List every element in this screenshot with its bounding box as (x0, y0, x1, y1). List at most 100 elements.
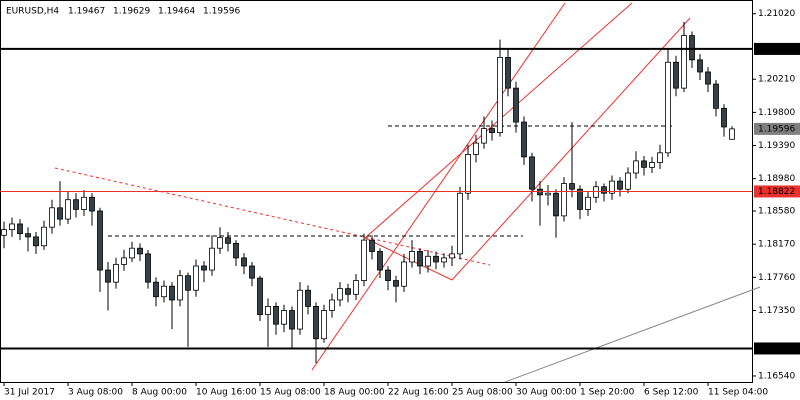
candle (553, 189, 559, 238)
candle-body (217, 237, 223, 249)
candle-body (73, 199, 79, 210)
candle-body (129, 247, 135, 259)
candle-body (665, 61, 671, 154)
candle-body (257, 277, 263, 315)
x-tick-label: 6 Sep 12:00 (644, 388, 699, 398)
candle (281, 304, 287, 333)
candle (105, 261, 111, 311)
candle (505, 49, 511, 97)
candle-body (9, 223, 15, 231)
candle (169, 282, 175, 330)
candle (625, 167, 631, 194)
candle (233, 240, 239, 266)
candle-body (585, 196, 591, 210)
candle-body (625, 172, 631, 190)
x-tick-label: 25 Aug 08:00 (452, 388, 513, 398)
candle (89, 193, 95, 226)
candle-body (265, 306, 271, 315)
candle (305, 285, 311, 315)
ohlc-low: 1.19464 (158, 7, 195, 17)
candle (41, 220, 47, 250)
candle (681, 21, 687, 93)
candle (33, 232, 39, 254)
candle-body (297, 289, 303, 330)
candle-body (673, 61, 679, 89)
candle-body (105, 269, 111, 283)
candle (193, 259, 199, 297)
candle-body (409, 251, 415, 263)
candle-body (89, 196, 95, 212)
candle-body (457, 192, 463, 255)
candle (257, 275, 263, 321)
y-tick-label: 1.16540 (758, 371, 795, 381)
candle-body (513, 87, 519, 123)
candle (9, 217, 15, 237)
candle (417, 248, 423, 275)
candle (585, 191, 591, 216)
candle-body (121, 257, 127, 265)
candle-body (1, 229, 7, 236)
candle (569, 122, 575, 198)
candle (673, 55, 679, 97)
candle-body (161, 285, 167, 298)
ohlc-open: 1.19467 (68, 7, 105, 17)
candle-body (185, 275, 191, 291)
candle-body (97, 210, 103, 271)
candle-body (241, 257, 247, 267)
candle-body (681, 35, 687, 89)
candle (561, 177, 567, 222)
candle-body (169, 285, 175, 301)
candle (161, 280, 167, 303)
candle (729, 126, 735, 140)
candle-body (369, 239, 375, 252)
candle-body (17, 223, 23, 235)
x-tick-label: 11 Sep 04:00 (708, 388, 768, 398)
candle-body (577, 188, 583, 210)
candle-body (433, 255, 439, 263)
candle-body (697, 59, 703, 73)
candle-body (713, 83, 719, 109)
candle (441, 253, 447, 268)
level-tag (754, 42, 800, 55)
x-tick-label: 1 Sep 20:00 (580, 388, 635, 398)
candle-body (137, 247, 143, 255)
candle-body (233, 242, 239, 259)
candle-body (449, 253, 455, 259)
candle (657, 144, 663, 169)
candle-body (249, 265, 255, 279)
candle-body (633, 160, 639, 174)
candle (337, 282, 343, 307)
candle-body (65, 199, 71, 220)
x-tick-label: 10 Aug 16:00 (196, 388, 257, 398)
candle-body (81, 196, 87, 210)
candle (353, 274, 359, 300)
candle (601, 183, 607, 202)
candle-body (489, 128, 495, 133)
candle (241, 253, 247, 275)
candle-body (345, 288, 351, 295)
y-tick-label: 1.18580 (758, 207, 795, 217)
level-tag (754, 342, 800, 355)
candle-body (281, 310, 287, 325)
candle-body (353, 280, 359, 295)
candle (409, 240, 415, 268)
candle-body (425, 255, 431, 267)
candle-body (177, 275, 183, 301)
x-tick-label: 22 Aug 16:00 (388, 388, 449, 398)
level-label: 1.16880 (758, 344, 795, 354)
candle-body (465, 154, 471, 194)
candle (273, 302, 279, 335)
candle (345, 283, 351, 303)
candle-body (193, 265, 199, 291)
candle (705, 67, 711, 93)
candle-body (481, 128, 487, 144)
x-tick-label: 18 Aug 00:00 (324, 388, 385, 398)
candle-body (225, 237, 231, 244)
candle-body (609, 180, 615, 194)
candle-body (705, 71, 711, 85)
candle-body (649, 162, 655, 168)
ohlc-close: 1.19596 (203, 7, 240, 17)
candle-body (33, 236, 39, 247)
